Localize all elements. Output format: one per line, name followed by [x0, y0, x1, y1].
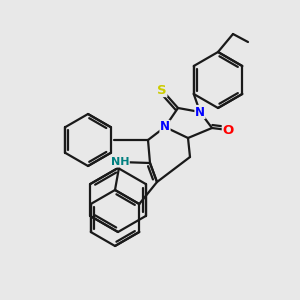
- Text: N: N: [160, 121, 170, 134]
- Text: N: N: [195, 106, 205, 118]
- Text: NH: NH: [111, 157, 129, 167]
- Text: S: S: [157, 83, 167, 97]
- Text: O: O: [222, 124, 234, 136]
